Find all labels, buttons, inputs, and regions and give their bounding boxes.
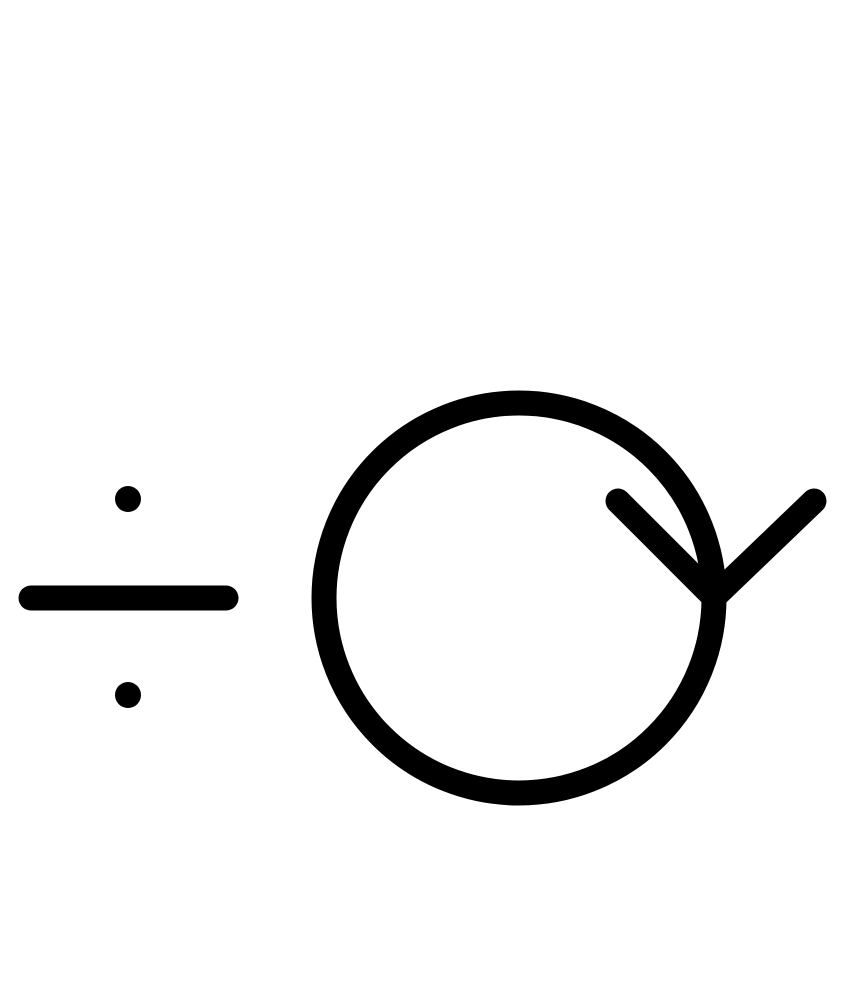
division-bottom-dot (115, 682, 141, 708)
arrow-head (605, 488, 827, 610)
arrow-circle (311, 390, 727, 806)
division-sign-icon (18, 486, 239, 708)
clockwise-circle-arrow-icon (311, 390, 827, 806)
division-top-dot (115, 486, 141, 512)
